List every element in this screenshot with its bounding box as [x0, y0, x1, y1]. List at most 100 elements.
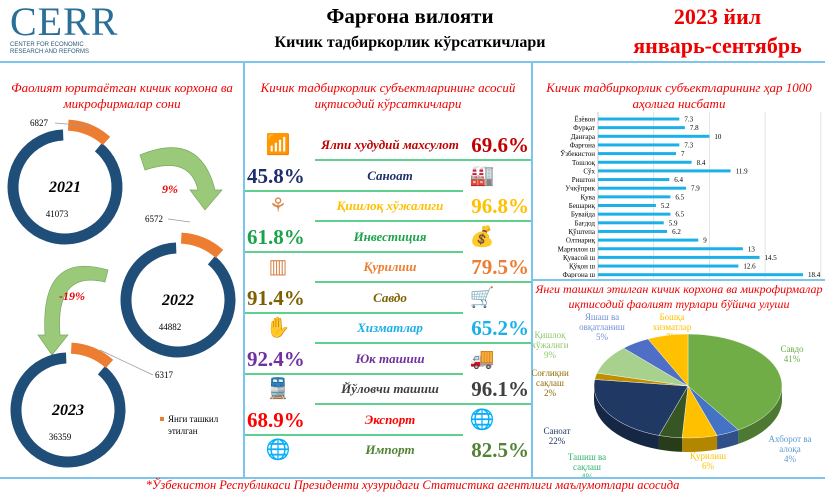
bar — [598, 255, 760, 259]
growth-arrow-2 — [37, 265, 109, 356]
indicator-label: Импорт — [365, 442, 415, 457]
indicator-label: Қурилиш — [363, 259, 417, 274]
bar-category-label: Фарғона ш — [562, 271, 595, 278]
bar-value-label: 5.2 — [661, 202, 670, 210]
indicator-row: 🚚 Юк ташиш 92.4% — [245, 344, 531, 374]
indicator-value: 79.5% — [471, 255, 529, 279]
pie-label: Саноат 22% — [543, 426, 570, 446]
indicator-value: 68.9% — [247, 407, 305, 432]
bar — [598, 238, 699, 242]
bar — [598, 212, 671, 216]
indicator-row: 🏭 Саноат 45.8% — [245, 161, 531, 191]
bar — [598, 160, 692, 164]
indicator-label: Саноат — [367, 167, 413, 183]
donut-total-arc — [7, 129, 123, 245]
bar-category-label: Қува — [581, 193, 596, 201]
bar-value-label: 10 — [714, 133, 722, 141]
bar-category-label: Бағдод — [575, 219, 596, 227]
indicator-row: 💰 Инвестиция 61.8% — [245, 222, 531, 252]
bar-category-label: Сўх — [583, 167, 595, 175]
bar — [598, 178, 670, 182]
indicator-label: Инвестиция — [353, 228, 427, 244]
pie-label: Ташиш ва сақлаш 4% — [568, 452, 606, 477]
footer-note: *Ўзбекистон Республикаси Президенти хузу… — [145, 478, 680, 492]
donut-new-arc — [180, 232, 224, 259]
bar-category-label: Қувасой ш — [563, 254, 596, 262]
indicator-value: 91.4% — [247, 285, 305, 310]
growth-arrow-1 — [139, 147, 223, 211]
page-subtitle: Кичик тадбиркорлик кўрсаткичлари — [274, 34, 546, 51]
bar — [598, 273, 803, 277]
donut-new-value: 6827 — [30, 118, 49, 128]
left-divider — [243, 62, 245, 477]
row-separator — [245, 250, 463, 253]
indicator-value: 96.1% — [471, 377, 529, 401]
indicator-label: Юк ташиш — [355, 350, 425, 366]
row-separator — [315, 281, 531, 283]
indicator-row: 🌐 Импорт 82.5% — [245, 435, 531, 465]
bar-category-label: Қўштепа — [568, 228, 595, 236]
bar — [598, 204, 656, 207]
pie-label: Ахборот ва алоқа 4% — [769, 434, 812, 464]
bar-value-label: 7 — [681, 150, 685, 158]
indicator-label: Йўловчи ташиш — [341, 381, 439, 396]
bar-category-label: Фарғона — [570, 141, 596, 149]
bar-value-label: 6.5 — [675, 193, 684, 201]
pie-slice-side — [738, 386, 782, 444]
donut-new-arc — [70, 342, 114, 369]
report-year: 2023 йил — [673, 4, 762, 29]
bar-value-label: 5.9 — [669, 219, 678, 227]
bar-value-label: 14.5 — [765, 254, 778, 262]
donut-year: 2023 — [51, 402, 84, 419]
bar-value-label: 6.4 — [674, 176, 683, 184]
donut-total-value: 36359 — [49, 432, 72, 442]
logo-subtext-1: CENTER FOR ECONOMIC — [10, 42, 84, 48]
bar-value-label: 11.9 — [736, 167, 748, 175]
indicator-value: 82.5% — [471, 438, 529, 462]
bar-value-label: 6.5 — [675, 211, 684, 219]
row-separator — [315, 220, 531, 222]
bar-value-label: 6.2 — [672, 228, 681, 236]
row-separator — [245, 189, 463, 192]
bar — [598, 134, 710, 138]
building-icon: ▥ — [268, 256, 288, 278]
pie-slice — [687, 333, 783, 431]
bar — [598, 247, 743, 251]
indicator-row: 🌐 Экспорт 68.9% — [245, 405, 531, 435]
pie-chart-title: Янги ташкил этилган кичик корхона ва мик… — [535, 282, 823, 311]
bar — [598, 229, 668, 233]
pie-label: Соғлиқни сақлаш 2% — [532, 368, 569, 398]
page-title: Фарғона вилояти — [326, 4, 494, 28]
bar-value-label: 7.3 — [684, 116, 693, 124]
donut-new-arc — [67, 119, 111, 146]
row-separator — [315, 342, 531, 344]
indicator-label: Хизматлар — [357, 320, 423, 335]
bar-value-label: 12.6 — [743, 263, 756, 271]
bar-category-label: Бешариқ — [569, 202, 596, 210]
row-separator — [315, 159, 531, 161]
bar — [598, 143, 680, 147]
indicator-value: 92.4% — [247, 346, 305, 371]
donut-total-arc — [120, 242, 236, 358]
footer-divider — [0, 477, 825, 479]
growth-label: -19% — [59, 289, 85, 303]
indicator-row: 🛒 Савдо 91.4% — [245, 283, 531, 313]
indicator-label: Экспорт — [364, 411, 416, 427]
bar-chart-title: Кичик тадбиркорлик субъектларининг ҳар 1… — [546, 80, 812, 111]
right-hdivider — [532, 279, 825, 281]
row-separator — [245, 372, 463, 375]
bar-category-label: Бувайда — [571, 211, 596, 219]
indicator-value: 96.8% — [471, 194, 529, 218]
indicator-row: 🚆 Йўловчи ташиш 96.1% — [245, 374, 531, 404]
indicator-value: 65.2% — [471, 316, 529, 340]
pie-label: Қурилиш 6% — [690, 451, 726, 471]
pie-label: Бошқа хизматлар 7% — [653, 312, 692, 342]
bar-chart: Ёзёвон 7.3 Фурқат 7.8 Данғара 10 Фарғона 7.3 Ўзб… — [558, 112, 822, 278]
indicator-label: Савдо — [373, 289, 407, 305]
factory-icon: 🏭 — [469, 164, 495, 187]
bar-value-label: 7.8 — [690, 124, 699, 132]
indicator-row: ▥ Қурилиш 79.5% — [245, 252, 531, 282]
pie-slice-side — [594, 386, 659, 450]
train-icon: 🚆 — [265, 378, 291, 400]
bar — [598, 126, 685, 130]
